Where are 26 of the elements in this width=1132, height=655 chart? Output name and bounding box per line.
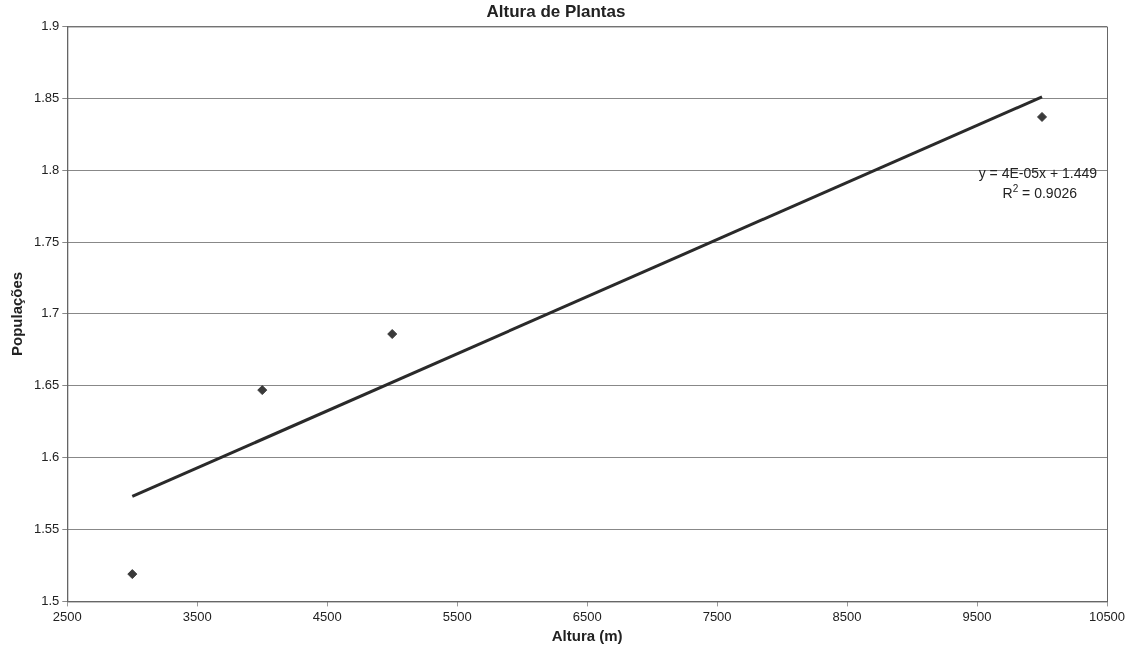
x-tick-label: 4500 xyxy=(312,608,342,624)
point xyxy=(127,569,138,580)
y-tick-label: 1.75 xyxy=(33,233,60,249)
x-tick-label: 7500 xyxy=(702,608,732,624)
y-tick-label: 1.8 xyxy=(41,161,60,177)
x-tick-label: 3500 xyxy=(182,608,212,624)
annotation: y = 4E-05x + 1.449 xyxy=(978,165,1098,182)
point xyxy=(1037,111,1048,122)
x-tick-label: 8500 xyxy=(832,608,862,624)
x-tick-label: 6500 xyxy=(572,608,602,624)
point xyxy=(257,385,268,396)
y-tick-label: 1.55 xyxy=(33,521,60,537)
x-tick-label: 5500 xyxy=(442,608,472,624)
y-tick-label: 1.6 xyxy=(41,449,60,465)
y-tick-label: 1.5 xyxy=(41,592,60,608)
x-tick-label: 2500 xyxy=(52,608,82,624)
y-axis-title: Populações xyxy=(8,271,26,356)
y-tick-label: 1.85 xyxy=(33,89,60,105)
y-tick-label: 1.65 xyxy=(33,377,60,393)
x-tick-label: 9500 xyxy=(962,608,992,624)
y-tick-label: 1.9 xyxy=(41,17,60,33)
chart-title: Altura de Plantas xyxy=(486,1,626,21)
x-tick-label: 10500 xyxy=(1088,608,1126,624)
point xyxy=(387,329,398,340)
y-tick-label: 1.7 xyxy=(41,305,60,321)
x-axis-title: Altura (m) xyxy=(551,627,623,645)
